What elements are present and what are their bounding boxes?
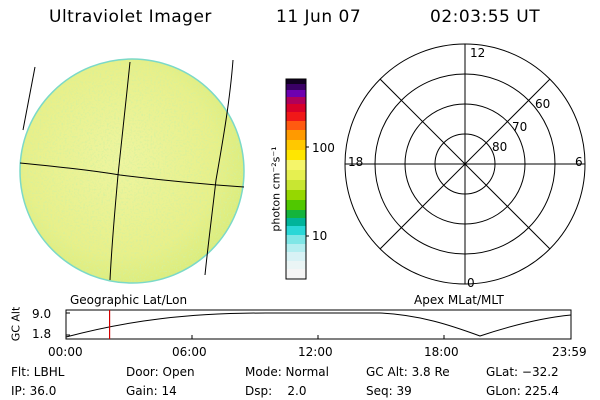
mlat-label-80: 80 [492, 140, 508, 154]
geo-grid-lines [19, 59, 245, 281]
time-label: 02:03:55 UT [430, 7, 541, 27]
mlt-label-0: 0 [467, 276, 475, 290]
gc-alt-plot [65, 309, 572, 340]
mlat-label-70: 70 [512, 120, 528, 134]
info-door: Door: Open [126, 365, 195, 379]
info-dsp: Dsp: 2.0 [245, 384, 307, 398]
mlat-label-60: 60 [535, 97, 551, 111]
info-glon: GLon: 225.4 [486, 384, 559, 398]
mlt-label-12: 12 [470, 46, 486, 60]
date-label: 11 Jun 07 [276, 7, 362, 27]
info-seq: Seq: 39 [366, 384, 412, 398]
alt-xtick-1200: 12:00 [298, 345, 333, 359]
geo-latlon-label: Geographic Lat/Lon [70, 293, 188, 307]
mlt-label-18: 18 [348, 155, 364, 169]
colorbar [285, 78, 309, 280]
alt-ytick-1-8: 1.8 [32, 327, 52, 341]
mlt-label-6: 6 [575, 155, 583, 169]
gc-alt-axis-label: GC Alt [9, 306, 23, 342]
uv-image-disk [19, 58, 245, 284]
info-ip: IP: 36.0 [11, 384, 57, 398]
colorbar-tick-10: 10 [312, 229, 328, 243]
instrument-title: Ultraviolet Imager [49, 7, 212, 27]
alt-xtick-1800: 18:00 [424, 345, 459, 359]
alt-ytick-9: 9.0 [32, 307, 52, 321]
alt-xtick-0600: 06:00 [172, 345, 207, 359]
info-glat: GLat: −32.2 [486, 365, 559, 379]
info-filter: Flt: LBHL [11, 365, 65, 379]
info-gc-alt: GC Alt: 3.8 Re [366, 365, 450, 379]
info-mode: Mode: Normal [245, 365, 329, 379]
alt-xtick-2359: 23:59 [552, 345, 587, 359]
apex-mlat-mlt-label: Apex MLat/MLT [414, 293, 504, 307]
info-gain: Gain: 14 [126, 384, 177, 398]
polar-mlat-mlt-grid [344, 43, 586, 285]
colorbar-units-label: photon cm⁻²s⁻¹ [269, 146, 283, 232]
colorbar-tick-100: 100 [312, 141, 335, 155]
alt-xtick-0000: 00:00 [48, 345, 83, 359]
